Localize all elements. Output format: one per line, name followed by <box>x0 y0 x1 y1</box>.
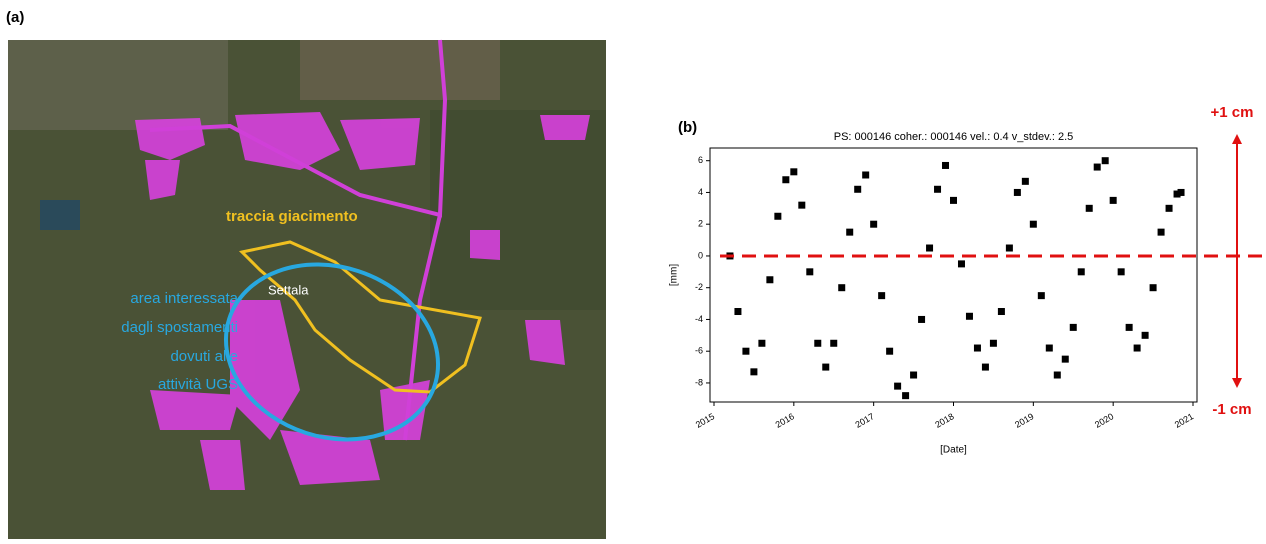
data-point <box>1062 356 1069 363</box>
data-point <box>942 162 949 169</box>
data-point <box>1006 245 1013 252</box>
figure: (a) traccia giacimento Settala area inte… <box>0 0 1266 539</box>
y-tick-label: 2 <box>698 219 703 229</box>
data-point <box>1046 345 1053 352</box>
chart-title: PS: 000146 coher.: 000146 vel.: 0.4 v_st… <box>834 131 1074 143</box>
data-point <box>958 260 965 267</box>
data-point <box>1014 189 1021 196</box>
data-point <box>910 372 917 379</box>
scale-label: -1 cm <box>1212 401 1251 418</box>
data-point <box>822 364 829 371</box>
panel-label: (b) <box>678 119 697 136</box>
data-point <box>854 186 861 193</box>
data-point <box>750 368 757 375</box>
data-point <box>990 340 997 347</box>
data-point <box>870 221 877 228</box>
urban-area <box>8 40 228 130</box>
y-tick-label: 6 <box>698 155 703 165</box>
y-tick-label: -6 <box>695 346 703 356</box>
data-point <box>1150 284 1157 291</box>
data-point <box>846 229 853 236</box>
data-point <box>1030 221 1037 228</box>
x-tick-label: 2017 <box>854 411 876 430</box>
data-point <box>966 313 973 320</box>
data-point <box>982 364 989 371</box>
data-point <box>782 176 789 183</box>
data-point <box>1086 205 1093 212</box>
data-point <box>886 348 893 355</box>
y-tick-label: 4 <box>698 187 703 197</box>
data-point <box>758 340 765 347</box>
data-point <box>734 308 741 315</box>
data-point <box>838 284 845 291</box>
data-point <box>950 197 957 204</box>
annotation: attività UGS <box>158 376 238 393</box>
data-point <box>1142 332 1149 339</box>
data-point <box>790 168 797 175</box>
data-point <box>1094 164 1101 171</box>
data-point <box>1038 292 1045 299</box>
data-point <box>1110 197 1117 204</box>
annotation: traccia giacimento <box>226 208 358 225</box>
y-tick-label: -2 <box>695 282 703 292</box>
data-point <box>878 292 885 299</box>
annotation: dovuti alle <box>170 348 238 365</box>
data-point <box>1134 345 1141 352</box>
data-point <box>918 316 925 323</box>
data-point <box>1054 372 1061 379</box>
data-point <box>1158 229 1165 236</box>
data-point <box>974 345 981 352</box>
data-point <box>1178 189 1185 196</box>
data-point <box>1070 324 1077 331</box>
page: (a) traccia giacimento Settala area inte… <box>0 0 1266 539</box>
data-point <box>1078 268 1085 275</box>
arrow-head <box>1232 378 1242 388</box>
data-point <box>926 245 933 252</box>
annotation: dagli spostamenti <box>121 319 238 336</box>
x-tick-label: 2020 <box>1093 411 1115 430</box>
data-point <box>1022 178 1029 185</box>
y-tick-label: 0 <box>698 250 703 260</box>
y-tick-label: -8 <box>695 377 703 387</box>
scale-label: +1 cm <box>1211 104 1254 121</box>
data-point <box>766 276 773 283</box>
x-axis-label: [Date] <box>940 445 967 456</box>
data-point <box>830 340 837 347</box>
data-point <box>934 186 941 193</box>
arrow-head <box>1232 134 1242 144</box>
panel-label: (a) <box>6 9 24 26</box>
data-point <box>742 348 749 355</box>
lake <box>40 200 80 230</box>
data-point <box>1102 157 1109 164</box>
x-tick-label: 2019 <box>1013 411 1035 430</box>
data-point <box>806 268 813 275</box>
data-point <box>814 340 821 347</box>
annotation: area interessata <box>130 290 238 307</box>
data-point <box>1118 268 1125 275</box>
data-point <box>798 202 805 209</box>
data-point <box>1166 205 1173 212</box>
x-tick-label: 2016 <box>774 411 796 430</box>
x-tick-label: 2018 <box>933 411 955 430</box>
y-tick-label: -4 <box>695 314 703 324</box>
data-point <box>774 213 781 220</box>
data-point <box>902 392 909 399</box>
data-point <box>894 383 901 390</box>
annotation: Settala <box>268 282 309 297</box>
y-axis-label: [mm] <box>669 264 680 286</box>
data-point <box>998 308 1005 315</box>
urban-area <box>300 40 500 100</box>
satellite-map: traccia giacimento Settala area interess… <box>8 40 606 539</box>
data-point <box>1126 324 1133 331</box>
x-tick-label: 2015 <box>694 411 716 430</box>
x-tick-label: 2021 <box>1173 411 1195 430</box>
data-point <box>862 171 869 178</box>
